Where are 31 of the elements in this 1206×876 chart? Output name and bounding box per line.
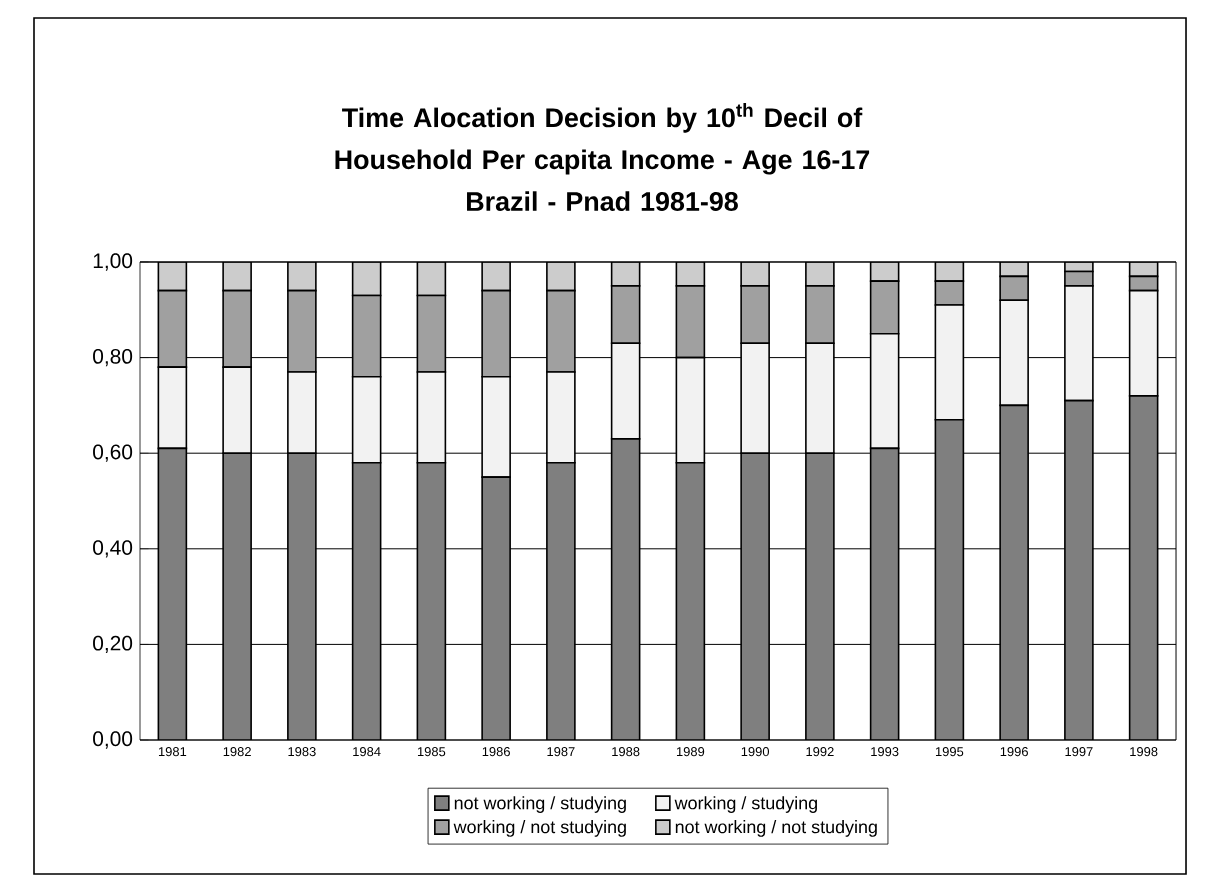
- bar: [287, 452, 317, 740]
- bar: [805, 452, 835, 740]
- bar: [610, 438, 641, 740]
- legend-label: not working / not studying: [675, 820, 877, 837]
- legend-label: not working / studying: [454, 796, 626, 813]
- y-tick-label: 0,80: [93, 348, 133, 367]
- bar: [1128, 395, 1159, 740]
- bar: [416, 461, 447, 740]
- bar: [999, 404, 1029, 740]
- y-tick-label: 0,00: [93, 731, 133, 749]
- legend-label: working / not studying: [453, 820, 626, 837]
- bar: [546, 461, 576, 740]
- bar: [222, 452, 252, 740]
- bar: [157, 447, 188, 740]
- legend-label: working / studying: [674, 796, 817, 813]
- bar: [1064, 399, 1094, 740]
- bar: [351, 261, 382, 297]
- y-tick-label: 0,60: [93, 444, 133, 462]
- bar: [740, 452, 770, 740]
- bar: [157, 261, 188, 292]
- bar: [869, 447, 900, 740]
- bar: [351, 461, 382, 740]
- bar: [934, 418, 965, 740]
- chart-title: Time Alocation Decision by 10$^{th}$ Decil of Household Per capita Income - Age 16-17: [335, 103, 870, 175]
- y-tick-label: 0,20: [93, 635, 133, 654]
- bar: [675, 461, 706, 740]
- y-tick-label: 0,40: [93, 540, 133, 558]
- bar: [416, 261, 447, 297]
- chart-subtitle: Brazil - Pnad 1981-98: [467, 191, 738, 212]
- bar: [481, 476, 511, 740]
- y-tick-label: 1,00: [93, 253, 133, 271]
